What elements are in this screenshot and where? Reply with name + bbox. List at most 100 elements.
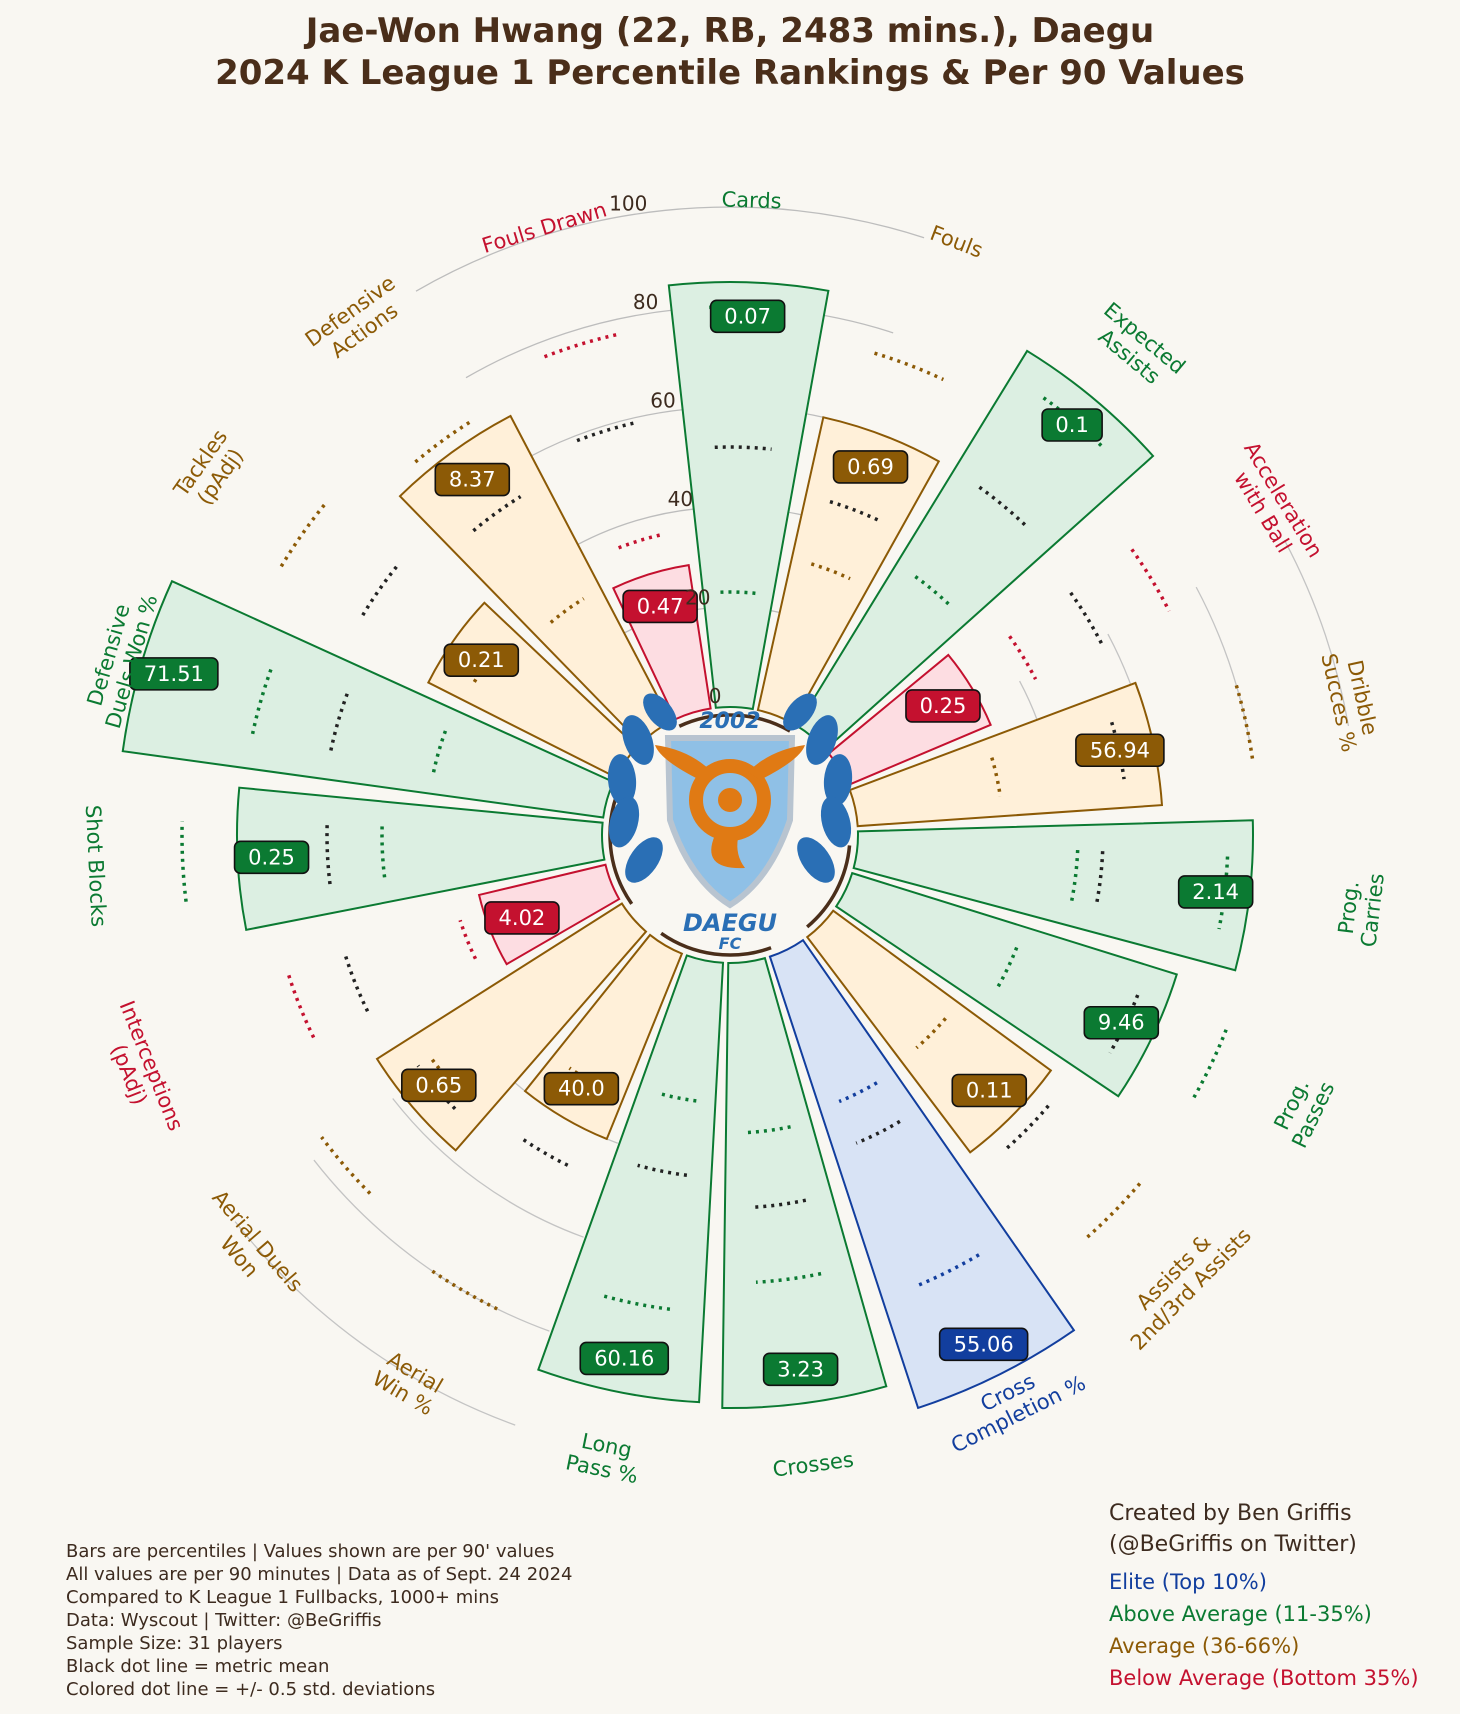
value-label: 8.37 xyxy=(449,468,496,492)
value-box xyxy=(401,1068,477,1103)
value-box xyxy=(434,462,511,497)
dot-line xyxy=(361,562,401,617)
metric-label: Interceptions(pAdj) xyxy=(106,997,188,1134)
dot-line xyxy=(978,485,1029,529)
dot-line xyxy=(747,1125,791,1135)
ring-gridline xyxy=(415,206,925,292)
laurel-wreath-right-icon xyxy=(783,693,853,883)
bar-long-pass- xyxy=(537,954,725,1404)
dot-line xyxy=(873,351,945,382)
value-box xyxy=(709,299,786,334)
legend-above-average: Above Average (11-35%) xyxy=(1109,1602,1372,1626)
bar-cards xyxy=(667,281,830,711)
value-box xyxy=(233,840,310,875)
bar-defensive-actions xyxy=(398,414,672,745)
dot-line xyxy=(810,562,851,581)
ring-gridline xyxy=(234,1221,516,1426)
ring-tick-label: 40 xyxy=(668,487,693,511)
dot-line xyxy=(414,418,475,464)
crest-year: 2002 xyxy=(699,709,760,734)
tier-legend: Elite (Top 10%) Above Average (11-35%) A… xyxy=(1109,1570,1419,1690)
dot-line xyxy=(472,495,522,533)
ring-tick-label: 100 xyxy=(609,192,647,216)
value-label: 55.06 xyxy=(954,1332,1014,1356)
ring-tick-label: 20 xyxy=(685,586,710,610)
dot-line xyxy=(829,499,879,522)
metric-label: Fouls Drawn xyxy=(479,197,609,258)
bar-prog-carries xyxy=(852,819,1254,972)
metric-label: Fouls xyxy=(927,221,986,263)
value-label: 40.0 xyxy=(558,1077,605,1101)
metric-label: Prog.Carries xyxy=(1334,872,1389,948)
value-box xyxy=(484,901,560,935)
value-box xyxy=(443,643,520,677)
dot-line xyxy=(1110,721,1126,780)
ring-tick-label: 80 xyxy=(633,290,658,314)
value-label: 4.02 xyxy=(499,906,546,930)
legend-below-average: Below Average (Bottom 35%) xyxy=(1109,1666,1419,1690)
ring-gridline xyxy=(313,1159,550,1332)
chart-title-line-2: 2024 K League 1 Percentile Rankings & Pe… xyxy=(215,53,1245,93)
dot-line xyxy=(720,590,757,596)
dot-line xyxy=(657,1091,697,1103)
dot-line xyxy=(914,1253,980,1289)
dot-line xyxy=(1130,548,1171,612)
metric-label: Cards xyxy=(721,187,782,213)
value-box xyxy=(622,589,698,624)
value-label: 56.94 xyxy=(1090,738,1150,762)
dot-line xyxy=(549,597,585,624)
value-box xyxy=(905,689,981,723)
value-label: 0.11 xyxy=(966,1078,1013,1102)
bar-dribble-succes- xyxy=(848,681,1164,828)
dot-line xyxy=(576,420,637,443)
dot-line xyxy=(472,645,501,683)
credit-line: Created by Ben Griffis xyxy=(1109,1501,1352,1526)
dot-line xyxy=(543,333,617,359)
value-label: 0.1 xyxy=(1055,413,1088,437)
value-box xyxy=(129,657,219,691)
dot-line xyxy=(458,919,478,960)
note-line: Data: Wyscout | Twitter: @BeGriffis xyxy=(66,1610,382,1631)
value-label: 71.51 xyxy=(144,662,204,686)
credit-line: (@BeGriffis on Twitter) xyxy=(1109,1532,1357,1557)
dot-line xyxy=(1234,684,1255,762)
bar-shot-blocks xyxy=(236,786,606,931)
metric-label: Prog.Passes xyxy=(1269,1075,1339,1152)
value-label: 0.25 xyxy=(248,845,295,869)
value-box xyxy=(762,1352,839,1387)
percentile-bars xyxy=(121,281,1254,1410)
ring-tick-label: 0 xyxy=(709,684,722,708)
ring-gridline xyxy=(1283,539,1350,727)
value-label: 3.23 xyxy=(777,1357,824,1381)
value-box xyxy=(1177,875,1254,909)
dot-line xyxy=(1069,591,1104,646)
metric-label-line: Crosses xyxy=(771,1447,855,1481)
dot-line xyxy=(637,1163,688,1178)
dot-line xyxy=(329,692,350,751)
dot-line xyxy=(250,664,275,735)
dot-line xyxy=(914,575,953,608)
dot-line xyxy=(1217,856,1230,930)
dot-line xyxy=(1094,851,1105,906)
value-box xyxy=(543,1071,620,1106)
dot-line xyxy=(1190,1029,1228,1102)
dot-line xyxy=(617,532,663,550)
metric-label: Assists &2nd/3rd Assists xyxy=(1126,1223,1256,1354)
daegu-fc-crest-icon: 2002 DAEGU FC xyxy=(607,693,853,953)
dot-line xyxy=(520,1136,569,1167)
value-label: 0.69 xyxy=(847,455,894,479)
bar-defensive-duels-won- xyxy=(121,579,615,819)
legend-elite: Elite (Top 10%) xyxy=(1109,1570,1267,1594)
ring-tick-labels: 0 20 40 60 80 100 xyxy=(609,192,721,708)
dot-line xyxy=(990,757,1003,797)
laurel-wreath-left-icon xyxy=(607,693,677,883)
bar-fouls xyxy=(756,416,941,725)
ring-gridline xyxy=(1195,586,1251,744)
crest-sub: FC xyxy=(719,934,742,953)
crest-name: DAEGU xyxy=(683,909,777,937)
note-line: Colored dot line = +/- 0.5 std. deviatio… xyxy=(66,1679,435,1700)
